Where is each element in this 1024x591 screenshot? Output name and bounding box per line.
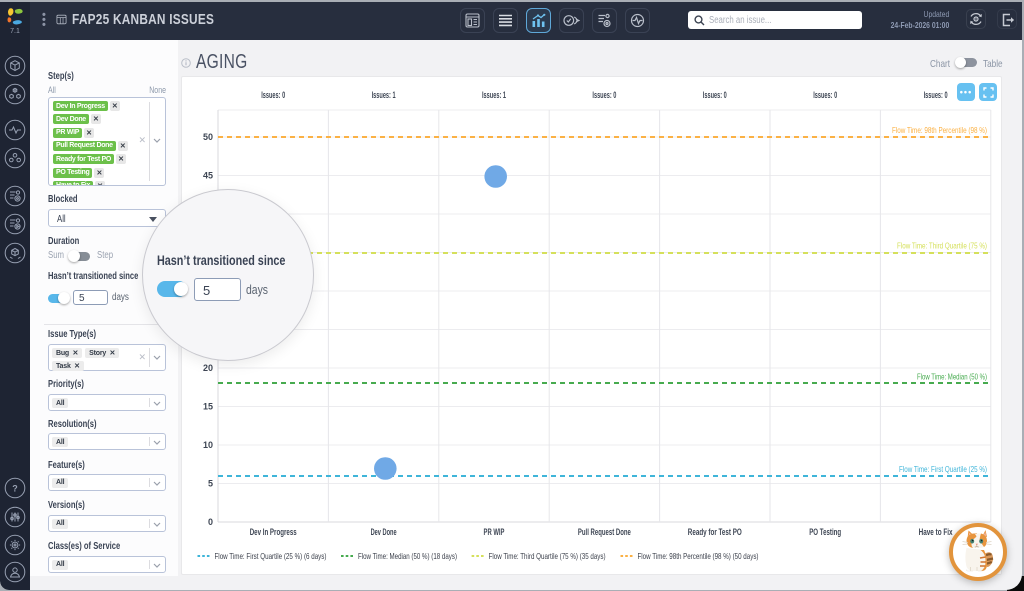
svg-text:5: 5 xyxy=(208,479,213,489)
svg-text:50: 50 xyxy=(203,132,213,142)
svg-text:Flow Time: Third Quartile (75: Flow Time: Third Quartile (75 %) xyxy=(897,241,987,251)
svg-text:PO Testing: PO Testing xyxy=(809,527,841,537)
svg-text:Ready for Test PO: Ready for Test PO xyxy=(688,527,742,537)
svg-text:Flow Time: Median (50 %) (18 d: Flow Time: Median (50 %) (18 days) xyxy=(358,551,457,561)
svg-text:Flow Time: First Quartile (25: Flow Time: First Quartile (25 %) xyxy=(899,464,987,474)
svg-text:Have to Fix: Have to Fix xyxy=(919,527,953,537)
svg-text:0: 0 xyxy=(208,517,213,527)
svg-text:Issues: 0: Issues: 0 xyxy=(592,90,616,100)
svg-text:Flow Time: Median (50 %): Flow Time: Median (50 %) xyxy=(917,371,987,381)
svg-text:Flow Time: 98th Percentile (98: Flow Time: 98th Percentile (98 %) xyxy=(892,125,987,135)
svg-text:?: ? xyxy=(12,484,18,494)
svg-text:Dev Done: Dev Done xyxy=(371,527,397,537)
svg-text:15: 15 xyxy=(203,402,213,412)
svg-text:45: 45 xyxy=(203,171,213,181)
svg-text:Flow Time: 98th Percentile (98: Flow Time: 98th Percentile (98 %) (50 da… xyxy=(638,551,759,561)
svg-text:10: 10 xyxy=(203,440,213,450)
svg-text:Flow Time: First Quartile (25: Flow Time: First Quartile (25 %) (6 days… xyxy=(215,551,327,561)
svg-text:Dev In Progress: Dev In Progress xyxy=(250,527,297,537)
svg-text:Issues: 0: Issues: 0 xyxy=(924,90,948,100)
svg-text:Issues: 0: Issues: 0 xyxy=(261,90,285,100)
svg-text:PR WIP: PR WIP xyxy=(484,527,505,537)
svg-text:Pull Request Done: Pull Request Done xyxy=(578,527,631,537)
svg-text:Issues: 1: Issues: 1 xyxy=(482,90,506,100)
svg-text:Flow Time: Third Quartile (75: Flow Time: Third Quartile (75 %) (35 day… xyxy=(489,551,606,561)
svg-text:Issues: 0: Issues: 0 xyxy=(813,90,837,100)
svg-text:20: 20 xyxy=(203,363,213,373)
svg-text:Issues: 1: Issues: 1 xyxy=(372,90,396,100)
svg-text:Issues: 0: Issues: 0 xyxy=(703,90,727,100)
